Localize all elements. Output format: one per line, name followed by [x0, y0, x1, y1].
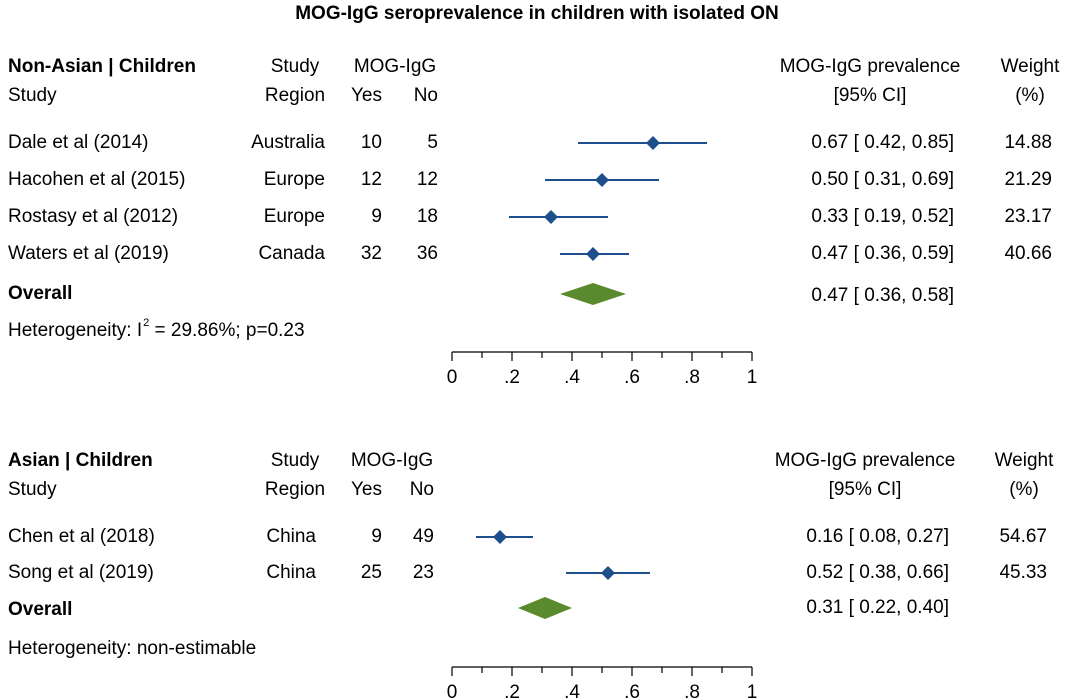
prevalence-ci: 0.67 [ 0.42, 0.85] [811, 132, 954, 153]
point-estimate-marker [595, 173, 609, 187]
prevalence-ci: 0.47 [ 0.36, 0.59] [811, 243, 954, 264]
yes-header: Yes [351, 85, 382, 106]
weight-header-top: Weight [1000, 56, 1060, 77]
no-count: 12 [416, 169, 438, 190]
weight-header-bottom: (%) [1015, 85, 1045, 106]
prevalence-ci: 0.33 [ 0.19, 0.52] [811, 206, 954, 227]
study-region: Europe [263, 169, 325, 190]
group-label: Asian | Children [8, 450, 153, 471]
study-name: Waters et al (2019) [8, 243, 169, 264]
no-header: No [413, 85, 438, 106]
yes-count: 32 [360, 243, 382, 264]
prevalence-header-top: MOG-IgG prevalence [779, 56, 961, 77]
x-tick-label: .6 [624, 682, 640, 698]
prevalence-ci: 0.52 [ 0.38, 0.66] [806, 562, 949, 583]
no-count: 5 [427, 132, 438, 153]
study-region: Canada [258, 243, 325, 264]
study-name: Song et al (2019) [8, 562, 154, 583]
x-tick-label: .4 [564, 682, 580, 698]
prevalence-header-top: MOG-IgG prevalence [774, 450, 956, 471]
yes-count: 10 [360, 132, 382, 153]
prevalence-header-bottom: [95% CI] [828, 479, 902, 500]
point-estimate-marker [544, 210, 558, 224]
overall-ci: 0.31 [ 0.22, 0.40] [806, 597, 949, 618]
weight-header-bottom: (%) [1009, 479, 1039, 500]
yes-count: 9 [371, 526, 382, 547]
yes-count: 12 [360, 169, 382, 190]
no-count: 49 [412, 526, 434, 547]
study-region: China [266, 526, 316, 547]
x-tick-label: 1 [747, 682, 758, 698]
x-tick-label: 1 [747, 367, 758, 388]
point-estimate-marker [493, 530, 507, 544]
x-tick-label: .2 [504, 682, 520, 698]
yes-header: Yes [351, 479, 382, 500]
prevalence-ci: 0.16 [ 0.08, 0.27] [806, 526, 949, 547]
study-column-header: Study [8, 479, 57, 500]
yes-count: 9 [371, 206, 382, 227]
yes-count: 25 [360, 562, 382, 583]
overall-diamond [560, 283, 626, 305]
overall-ci: 0.47 [ 0.36, 0.58] [811, 285, 954, 306]
no-count: 23 [412, 562, 434, 583]
prevalence-header-bottom: [95% CI] [833, 85, 907, 106]
mog-header: MOG-IgG [350, 450, 434, 471]
mog-header: MOG-IgG [353, 56, 437, 77]
weight-value: 23.17 [1004, 206, 1052, 227]
weight-value: 14.88 [1004, 132, 1052, 153]
region-header-bottom: Region [264, 479, 326, 500]
chart-title: MOG-IgG seroprevalence in children with … [295, 3, 779, 24]
x-tick-label: .8 [684, 367, 700, 388]
study-name: Chen et al (2018) [8, 526, 155, 547]
point-estimate-marker [586, 247, 600, 261]
heterogeneity-text: Heterogeneity: I2 = 29.86%; p=0.23 [8, 317, 305, 341]
x-tick-label: .2 [504, 367, 520, 388]
weight-value: 54.67 [999, 526, 1047, 547]
weight-value: 45.33 [999, 562, 1047, 583]
x-tick-label: 0 [447, 682, 458, 698]
study-region: China [266, 562, 316, 583]
x-tick-label: .4 [564, 367, 580, 388]
x-tick-label: 0 [447, 367, 458, 388]
no-count: 36 [416, 243, 438, 264]
region-header-top: Study [270, 56, 320, 77]
study-region: Australia [251, 132, 325, 153]
region-header-top: Study [270, 450, 320, 471]
study-name: Rostasy et al (2012) [8, 206, 179, 227]
x-tick-label: .8 [684, 682, 700, 698]
weight-header-top: Weight [994, 450, 1054, 471]
study-name: Hacohen et al (2015) [8, 169, 186, 190]
prevalence-ci: 0.50 [ 0.31, 0.69] [811, 169, 954, 190]
region-header-bottom: Region [264, 85, 326, 106]
group-label: Non-Asian | Children [8, 56, 196, 77]
overall-label: Overall [8, 599, 73, 620]
weight-value: 21.29 [1004, 169, 1052, 190]
point-estimate-marker [601, 566, 615, 580]
study-region: Europe [263, 206, 325, 227]
heterogeneity-text: Heterogeneity: non-estimable [8, 638, 257, 659]
weight-value: 40.66 [1004, 243, 1052, 264]
x-tick-label: .6 [624, 367, 640, 388]
overall-diamond [518, 597, 572, 619]
study-name: Dale et al (2014) [8, 132, 149, 153]
no-header: No [409, 479, 434, 500]
point-estimate-marker [646, 136, 660, 150]
no-count: 18 [416, 206, 438, 227]
study-column-header: Study [8, 85, 57, 106]
overall-label: Overall [8, 283, 73, 304]
